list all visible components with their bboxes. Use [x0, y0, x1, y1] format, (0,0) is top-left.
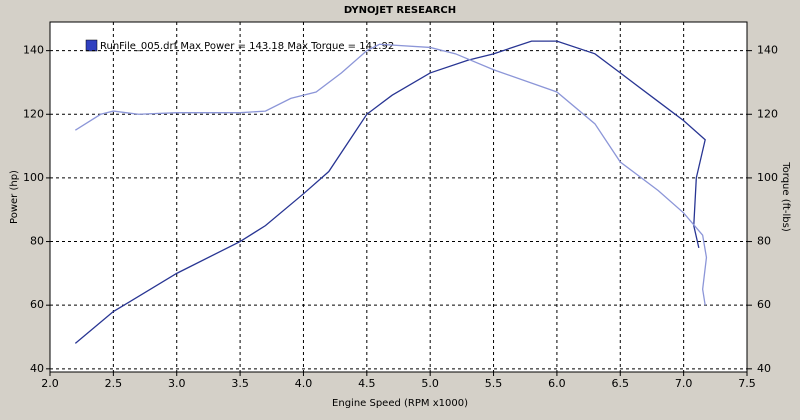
- x-tick-label: 3.0: [168, 377, 186, 390]
- series-line: [74, 43, 708, 306]
- legend-text: RunFile_005.drf Max Power = 143.18 Max T…: [100, 41, 394, 52]
- x-tick-label: 6.5: [612, 377, 630, 390]
- plot-area: [49, 21, 748, 373]
- y-axis-label: Power (hp): [9, 170, 20, 224]
- x-tick-label: 7.0: [675, 377, 693, 390]
- x-tick-label: 6.0: [548, 377, 566, 390]
- x-tick-label: 7.5: [738, 377, 756, 390]
- legend-icon: [85, 39, 98, 52]
- y-tick-label: 100: [23, 171, 44, 184]
- series-line: [74, 40, 706, 344]
- y2-tick-label: 60: [757, 298, 771, 311]
- x-tick-label: 5.0: [421, 377, 439, 390]
- y2-tick-label: 100: [757, 171, 778, 184]
- x-axis-label: Engine Speed (RPM x1000): [332, 398, 468, 409]
- y2-tick-label: 140: [757, 44, 778, 57]
- y-tick-label: 140: [23, 44, 44, 57]
- y2-tick-label: 80: [757, 235, 771, 248]
- y-tick-label: 120: [23, 107, 44, 120]
- y2-tick-label: 120: [757, 107, 778, 120]
- x-tick-label: 3.5: [231, 377, 249, 390]
- x-tick-label: 4.5: [358, 377, 376, 390]
- y2-axis-label: Torque (ft-lbs): [780, 161, 791, 232]
- y-tick-label: 40: [30, 362, 44, 375]
- y-tick-label: 60: [30, 298, 44, 311]
- y2-tick-label: 40: [757, 362, 771, 375]
- x-tick-label: 2.0: [41, 377, 59, 390]
- y-tick-label: 80: [30, 235, 44, 248]
- x-tick-label: 2.5: [105, 377, 123, 390]
- x-tick-label: 5.5: [485, 377, 503, 390]
- chart-title: DYNOJET RESEARCH: [344, 5, 456, 16]
- x-tick-label: 4.0: [295, 377, 313, 390]
